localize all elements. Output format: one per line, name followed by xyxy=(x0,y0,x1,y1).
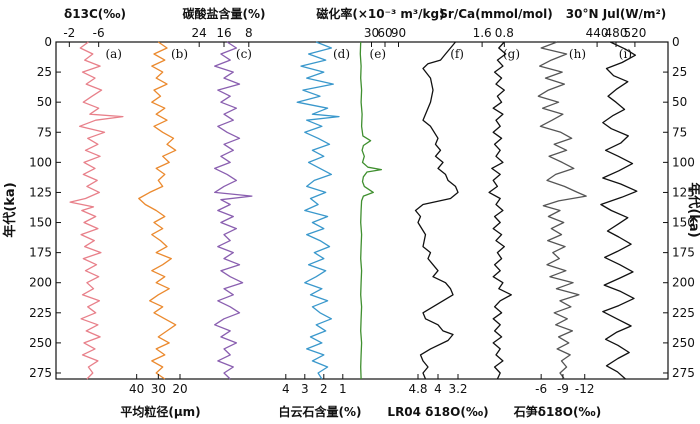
panel-tag-i: (i) xyxy=(619,47,632,61)
x-tick-label-i: 480 xyxy=(605,26,628,40)
y-tick-label-left: 175 xyxy=(29,246,52,260)
y-tick-label-left: 50 xyxy=(37,95,52,109)
y-tick-label-left: 200 xyxy=(29,276,52,290)
y-tick-label-left: 250 xyxy=(29,336,52,350)
y-tick-label-right: 175 xyxy=(672,246,695,260)
x-tick-label-b: 30 xyxy=(151,382,166,396)
panel-tag-f: (f) xyxy=(450,47,464,61)
y-tick-label-right: 50 xyxy=(672,95,687,109)
x-tick-label-i: 520 xyxy=(623,26,646,40)
panel-f: (f) 4.8 4 3.2 LR04 δ18O(‰) xyxy=(387,41,489,419)
y-tick-label-right: 275 xyxy=(672,366,695,380)
axis-title-d: 白云石含量(%) xyxy=(279,404,362,419)
x-tick-label-c: 24 xyxy=(192,26,207,40)
x-tick-label-b: 40 xyxy=(129,382,144,396)
x-tick-label-e: 90 xyxy=(391,26,406,40)
y-axis-left: 0 25 50 75 100 125 150 175 200 225 250 275 xyxy=(29,35,61,380)
y-axis-title-right: 年代(ka) xyxy=(686,182,700,237)
panel-tag-d: (d) xyxy=(333,47,350,61)
axis-title-a: δ13C(‰) xyxy=(64,7,126,21)
x-tick-label-f: 4.8 xyxy=(408,382,427,396)
series-line-b xyxy=(138,41,177,380)
y-tick-label-right: 225 xyxy=(672,306,695,320)
y-tick-label-right: 250 xyxy=(672,336,695,350)
plot-frame xyxy=(55,41,669,380)
panel-tag-h: (h) xyxy=(569,47,586,61)
y-axis-right: 0 25 50 75 100 125 150 175 200 225 250 275 xyxy=(663,35,695,380)
y-tick-label-right: 200 xyxy=(672,276,695,290)
y-tick-label-left: 125 xyxy=(29,185,52,199)
y-tick-label-right: 25 xyxy=(672,65,687,79)
x-tick-label-f: 3.2 xyxy=(448,382,467,396)
axis-title-f: LR04 δ18O(‰) xyxy=(387,405,488,419)
x-tick-label-e: 30 xyxy=(364,26,379,40)
x-tick-label-d: 2 xyxy=(320,382,328,396)
y-tick-label-right: 75 xyxy=(672,125,687,139)
x-tick-label-g: 1.6 xyxy=(473,26,492,40)
series-line-e xyxy=(359,41,383,380)
x-tick-label-e: 60 xyxy=(377,26,392,40)
axis-title-c: 碳酸盐含量(%) xyxy=(183,6,266,21)
series-line-a xyxy=(69,41,124,380)
panel-tag-a: (a) xyxy=(105,47,122,61)
panel-b: (b) 40 30 20 平均粒径(μm) xyxy=(120,41,201,419)
x-tick-label-f: 4 xyxy=(434,382,442,396)
x-tick-label-d: 4 xyxy=(282,382,290,396)
y-axis-title-left: 年代(ka) xyxy=(2,182,18,237)
y-tick-label-left: 75 xyxy=(37,125,52,139)
y-tick-label-left: 0 xyxy=(44,35,52,49)
panel-h: (h) -6 -9 -12 石笋δ18O(‰) xyxy=(513,41,601,419)
panel-c: (c) 24 16 8 碳酸盐含量(%) xyxy=(183,6,266,380)
y-tick-label-left: 100 xyxy=(29,155,52,169)
x-tick-label-g: 0.8 xyxy=(495,26,514,40)
panel-a: (a) -2 -6 δ13C(‰) xyxy=(63,7,126,380)
panel-tag-g: (g) xyxy=(503,47,520,61)
series-line-i xyxy=(600,41,638,380)
y-tick-label-right: 0 xyxy=(672,35,680,49)
panel-tag-b: (b) xyxy=(171,47,188,61)
series-line-d xyxy=(296,41,340,380)
x-tick-label-a: -2 xyxy=(63,26,75,40)
series-line-h xyxy=(537,41,587,380)
y-tick-label-left: 225 xyxy=(29,306,52,320)
y-tick-label-left: 275 xyxy=(29,366,52,380)
x-tick-label-a: -6 xyxy=(93,26,105,40)
series-line-c xyxy=(214,41,253,380)
x-tick-label-i: 440 xyxy=(586,26,609,40)
x-tick-label-b: 20 xyxy=(172,382,187,396)
axis-title-i: 30°N Jul(W/m²) xyxy=(566,7,666,21)
x-tick-label-h: -12 xyxy=(575,382,595,396)
x-tick-label-d: 1 xyxy=(339,382,347,396)
y-tick-label-right: 100 xyxy=(672,155,695,169)
axis-title-h: 石笋δ18O(‰) xyxy=(513,404,601,419)
x-tick-label-d: 3 xyxy=(301,382,309,396)
panel-tag-c: (c) xyxy=(236,47,252,61)
series-line-g xyxy=(488,41,512,380)
x-tick-label-h: -6 xyxy=(535,382,547,396)
series-line-f xyxy=(414,41,459,380)
x-tick-label-c: 8 xyxy=(245,26,253,40)
y-tick-label-right: 150 xyxy=(672,216,695,230)
panel-d: (d) 4 3 2 1 白云石含量(%) xyxy=(279,41,362,419)
x-tick-label-c: 16 xyxy=(216,26,231,40)
panel-tag-e: (e) xyxy=(370,47,386,61)
y-tick-label-left: 150 xyxy=(29,216,52,230)
axis-title-g: Sr/Ca(mmol/mol) xyxy=(439,7,552,21)
x-tick-label-h: -9 xyxy=(557,382,569,396)
y-tick-label-left: 25 xyxy=(37,65,52,79)
axis-title-b: 平均粒径(μm) xyxy=(120,404,200,419)
y-tick-label-right: 125 xyxy=(672,185,695,199)
panel-g: (g) 1.6 0.8 Sr/Ca(mmol/mol) xyxy=(439,7,553,380)
axis-title-e: 磁化率(×10⁻³ m³/kg) xyxy=(315,6,444,21)
